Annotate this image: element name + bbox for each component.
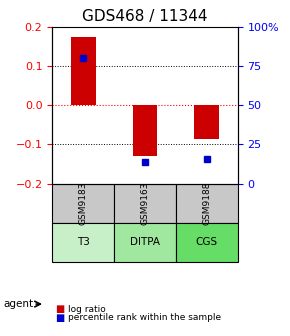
Text: CGS: CGS [196, 238, 218, 248]
Text: GSM9188: GSM9188 [202, 181, 211, 225]
FancyBboxPatch shape [114, 184, 176, 223]
Text: percentile rank within the sample: percentile rank within the sample [68, 313, 221, 322]
Text: agent: agent [3, 299, 33, 309]
Bar [195, 105, 219, 138]
Text: DITPA: DITPA [130, 238, 160, 248]
FancyBboxPatch shape [114, 223, 176, 262]
Text: log ratio: log ratio [68, 305, 106, 313]
Title: GDS468 / 11344: GDS468 / 11344 [82, 9, 208, 24]
Text: ■: ■ [55, 312, 64, 323]
Bar [133, 105, 157, 156]
Text: GSM9163: GSM9163 [140, 181, 150, 225]
Text: GSM9183: GSM9183 [79, 181, 88, 225]
Text: T3: T3 [77, 238, 90, 248]
FancyBboxPatch shape [176, 184, 238, 223]
FancyBboxPatch shape [176, 223, 238, 262]
Bar [71, 37, 95, 105]
FancyBboxPatch shape [52, 223, 114, 262]
FancyBboxPatch shape [52, 184, 114, 223]
Text: ■: ■ [55, 304, 64, 314]
